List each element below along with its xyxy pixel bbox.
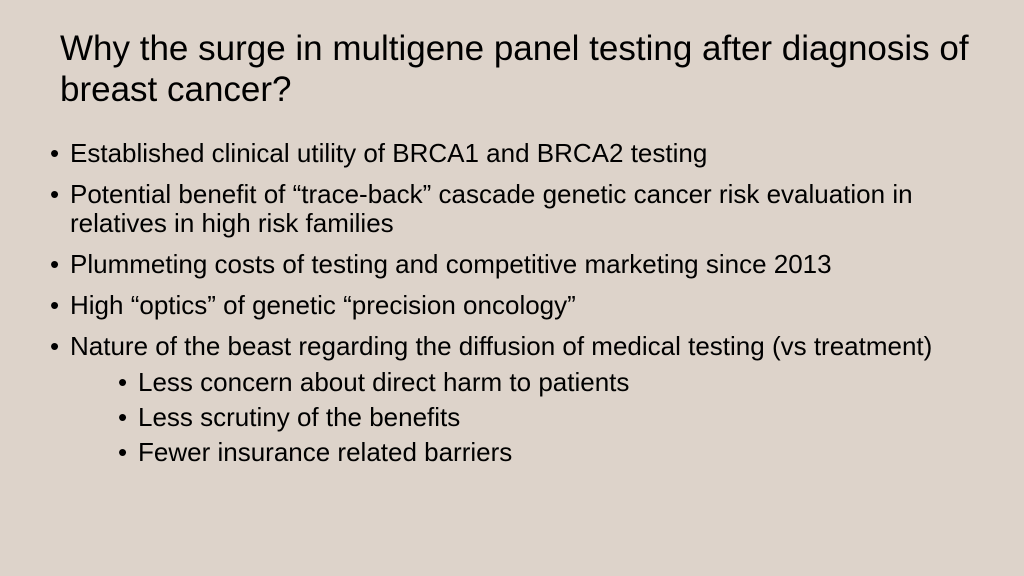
bullet-text: Potential benefit of “trace-back” cascad…	[70, 179, 913, 238]
bullet-text: Nature of the beast regarding the diffus…	[70, 331, 932, 361]
list-item: High “optics” of genetic “precision onco…	[48, 291, 976, 320]
slide-title: Why the surge in multigene panel testing…	[48, 28, 976, 111]
sub-list-item: Less scrutiny of the benefits	[116, 402, 976, 433]
bullet-text: High “optics” of genetic “precision onco…	[70, 290, 576, 320]
list-item: Potential benefit of “trace-back” cascad…	[48, 180, 976, 238]
sub-bullet-text: Less scrutiny of the benefits	[138, 402, 460, 432]
sub-bullet-list: Less concern about direct harm to patien…	[70, 367, 976, 467]
sub-bullet-text: Fewer insurance related barriers	[138, 437, 512, 467]
sub-list-item: Fewer insurance related barriers	[116, 437, 976, 468]
bullet-list: Established clinical utility of BRCA1 an…	[48, 139, 976, 468]
bullet-text: Plummeting costs of testing and competit…	[70, 249, 832, 279]
list-item: Plummeting costs of testing and competit…	[48, 250, 976, 279]
bullet-text: Established clinical utility of BRCA1 an…	[70, 138, 707, 168]
list-item: Established clinical utility of BRCA1 an…	[48, 139, 976, 168]
sub-list-item: Less concern about direct harm to patien…	[116, 367, 976, 398]
sub-bullet-text: Less concern about direct harm to patien…	[138, 367, 629, 397]
list-item: Nature of the beast regarding the diffus…	[48, 332, 976, 467]
